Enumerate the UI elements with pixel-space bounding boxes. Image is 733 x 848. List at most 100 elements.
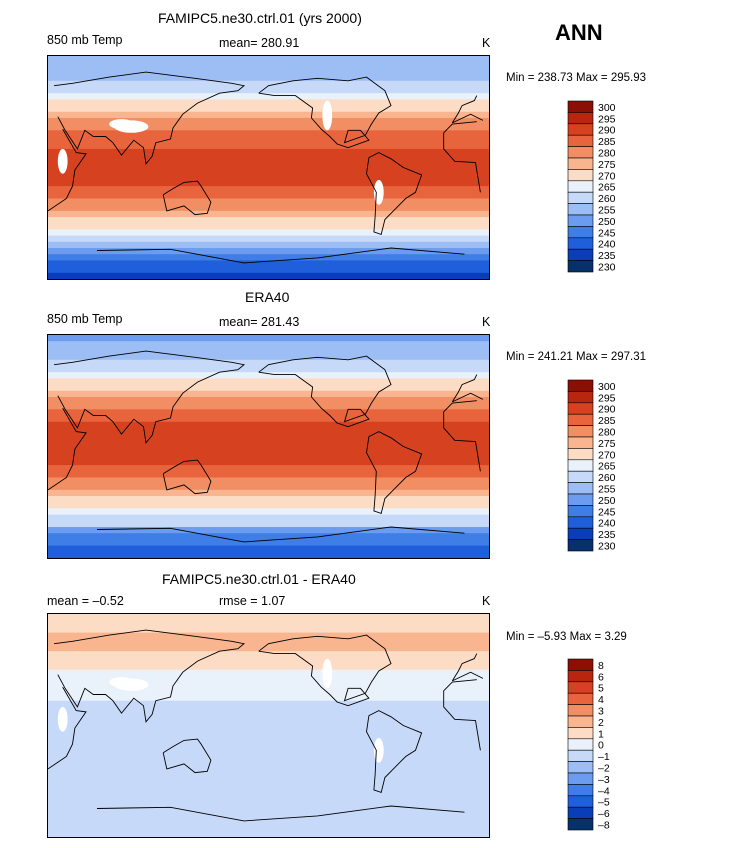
colorbar-swatch [567, 818, 594, 831]
map-band [48, 179, 489, 187]
colorbar-tick-label: 280 [598, 427, 616, 439]
coastline [96, 526, 465, 543]
map-band [48, 818, 489, 826]
colorbar-swatch [567, 727, 594, 740]
colorbar-tick-label: 240 [598, 239, 616, 251]
map-band [48, 799, 489, 807]
map-band [48, 520, 489, 528]
map-band [48, 651, 489, 658]
map-band [48, 229, 489, 237]
colorbar-swatch [567, 379, 594, 392]
panel2-colorbar: 300 295 290 285 280 275 270 265 260 255 250 245 240 2… [567, 379, 648, 553]
colorbar-swatch [567, 413, 594, 426]
coastline [258, 76, 392, 149]
colorbar-swatch [567, 123, 594, 136]
map-band [48, 502, 489, 510]
map-band [48, 359, 489, 367]
map-band [48, 781, 489, 789]
colorbar-tick-label: 8 [598, 660, 604, 672]
missing-data-area [322, 658, 333, 689]
colorbar-tick-label: 300 [598, 381, 616, 393]
map-band [48, 632, 489, 640]
coastline [96, 247, 465, 264]
map-band [48, 644, 489, 652]
coastline [162, 180, 212, 216]
colorbar-swatch [567, 482, 594, 495]
map-band [48, 421, 489, 429]
map-band [48, 737, 489, 745]
panel3-range-label: Min = –5.93 Max = 3.29 [506, 631, 627, 643]
missing-data-area [322, 100, 333, 131]
colorbar-tick-label: 285 [598, 415, 616, 427]
panel2-colorbar-svg: 3002952902852802752702652602552502452402… [567, 379, 616, 553]
map-band [48, 700, 489, 708]
panel2-range-label: Min = 241.21 Max = 297.31 [506, 351, 647, 363]
map-band [48, 409, 489, 417]
map-band [48, 415, 489, 423]
colorbar-tick-label: 250 [598, 216, 616, 228]
map-band [48, 56, 489, 63]
colorbar-tick-label: 265 [598, 182, 616, 194]
panel1-units-label: K [482, 36, 491, 50]
colorbar-swatch [567, 112, 594, 125]
map-band [48, 74, 489, 82]
colorbar-tick-label: 295 [598, 113, 616, 125]
panel1-colorbar: 300 295 290 285 280 275 270 265 260 255 250 245 240 2… [567, 100, 648, 274]
map-band [48, 508, 489, 516]
map-band [48, 682, 489, 689]
coastline [366, 152, 423, 235]
colorbar-tick-label: –1 [598, 751, 610, 763]
colorbar-swatch [567, 784, 594, 797]
map-band [48, 440, 489, 448]
panel1-map [47, 55, 490, 280]
colorbar-tick-label: 4 [598, 694, 604, 706]
map-band [48, 465, 489, 472]
map-band [48, 403, 489, 410]
map-band [48, 235, 489, 243]
coastline [54, 629, 484, 723]
colorbar-swatch [567, 260, 594, 273]
panel2-map [47, 334, 490, 559]
map-band [48, 830, 489, 837]
map-band [48, 626, 489, 634]
map-band [48, 539, 489, 547]
coastline [54, 350, 484, 444]
colorbar-swatch [567, 391, 594, 404]
colorbar-tick-label: 290 [598, 404, 616, 416]
map-band [48, 365, 489, 373]
colorbar-tick-label: 5 [598, 683, 604, 695]
colorbar-swatch [567, 795, 594, 808]
map-band [48, 62, 489, 69]
map-band [48, 117, 489, 125]
map-band [48, 675, 489, 683]
colorbar-swatch [567, 402, 594, 415]
panel1-mean-label: mean= 280.91 [219, 36, 300, 50]
map-band [48, 248, 489, 255]
map-band [48, 217, 489, 224]
map-band [48, 434, 489, 441]
colorbar-swatch [567, 527, 594, 540]
map-band [48, 210, 489, 218]
map-band [48, 148, 489, 156]
colorbar-swatch [567, 191, 594, 204]
map-band [48, 483, 489, 491]
colorbar-swatch [567, 761, 594, 774]
coastline [366, 431, 423, 514]
colorbar-swatch [567, 670, 594, 683]
map-band [48, 93, 489, 100]
map-band [48, 198, 489, 206]
map-band [48, 86, 489, 94]
colorbar-tick-label: 240 [598, 518, 616, 530]
panel2-variable-label: 850 mb Temp [47, 312, 123, 326]
colorbar-tick-label: 280 [598, 148, 616, 160]
panel3-map-field [48, 614, 489, 837]
map-band [48, 744, 489, 751]
colorbar-swatch [567, 505, 594, 518]
map-band [48, 241, 489, 249]
coastline [258, 355, 392, 428]
map-band [48, 787, 489, 795]
colorbar-tick-label: 300 [598, 102, 616, 114]
map-band [48, 719, 489, 727]
colorbar-tick-label: 235 [598, 250, 616, 262]
